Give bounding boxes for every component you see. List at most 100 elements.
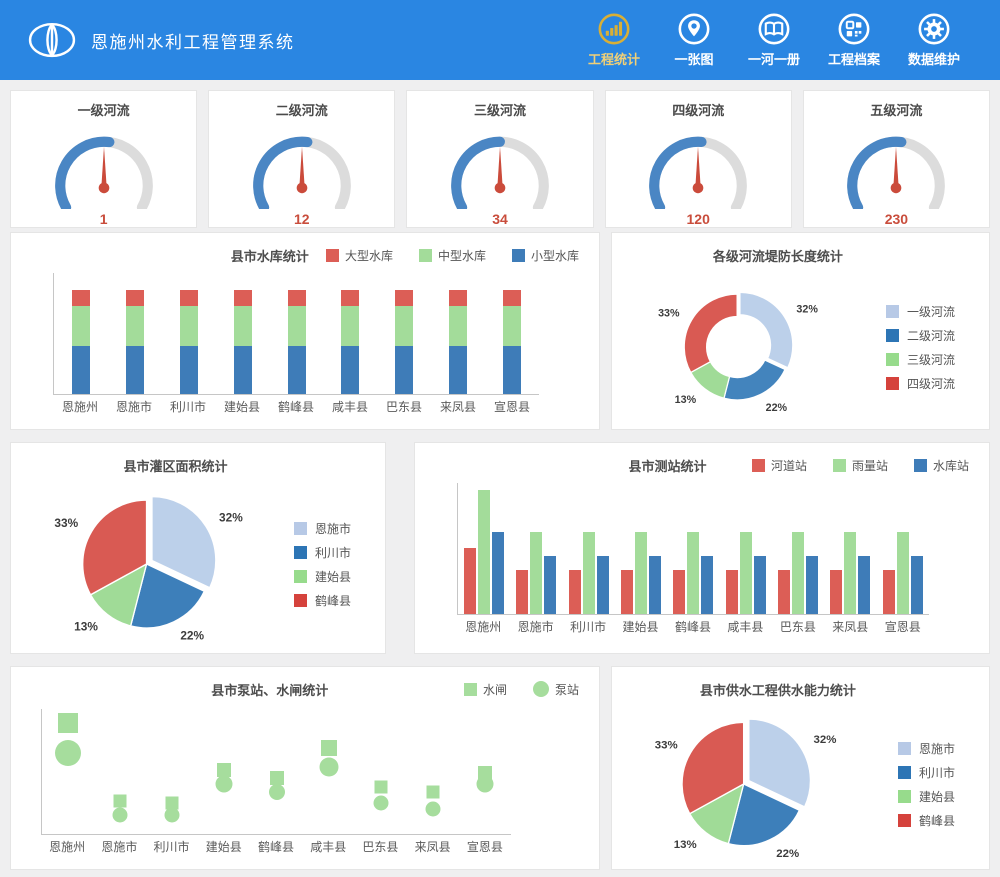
irrigation-area-panel: 县市灌区面积统计 32% 22% 13% 33% 恩施市 利川市 建始县 鹤峰县 bbox=[10, 442, 386, 654]
nav-item-project-archive[interactable]: 工程档案 bbox=[814, 12, 894, 68]
legend-item[interactable]: 雨量站 bbox=[832, 457, 888, 474]
pie-slice bbox=[748, 718, 812, 808]
pie-percent-label: 32% bbox=[219, 511, 243, 525]
x-axis-labels: 恩施州 恩施市 利川市 建始县 鹤峰县 咸丰县 巴东县 来凤县 宣恩县 bbox=[457, 618, 929, 635]
category-column bbox=[667, 531, 719, 614]
nav-item-river-book[interactable]: 一河一册 bbox=[734, 12, 814, 68]
gauge-value: 34 bbox=[492, 211, 508, 227]
bar bbox=[687, 531, 700, 614]
legend-label: 利川市 bbox=[314, 545, 351, 560]
archive-grid-icon bbox=[837, 12, 871, 46]
legend-item[interactable]: 恩施市 bbox=[897, 740, 955, 757]
legend-item[interactable]: 利川市 bbox=[897, 764, 955, 781]
stacked-bar bbox=[395, 290, 414, 394]
legend-item[interactable]: 一级河流 bbox=[885, 303, 955, 320]
nav-item-project-stats[interactable]: 工程统计 bbox=[574, 12, 654, 68]
legend-item[interactable]: 大型水库 bbox=[325, 247, 393, 264]
scatter-point-circle bbox=[112, 807, 128, 823]
x-axis-label: 利川市 bbox=[570, 620, 607, 634]
gauge-value: 120 bbox=[686, 211, 710, 227]
nav-item-data-maintenance[interactable]: 数据维护 bbox=[894, 12, 974, 68]
pie-slice bbox=[739, 291, 794, 369]
x-axis-label: 咸丰县 bbox=[331, 400, 368, 414]
x-axis-label: 来凤县 bbox=[832, 620, 869, 634]
panel-title: 县市泵站、水闸统计 bbox=[211, 682, 329, 698]
nav-item-one-map[interactable]: 一张图 bbox=[654, 12, 734, 68]
category-column bbox=[720, 531, 772, 614]
legend-item[interactable]: 建始县 bbox=[897, 788, 955, 805]
x-axis-label: 鹤峰县 bbox=[674, 620, 711, 634]
scatter-point-circle bbox=[425, 801, 441, 817]
bar-segment bbox=[395, 290, 414, 306]
bar bbox=[516, 570, 529, 614]
legend-swatch bbox=[463, 682, 477, 696]
x-axis-labels: 恩施州 恩施市 利川市 建始县 鹤峰县 咸丰县 巴东县 来凤县 宣恩县 bbox=[53, 398, 539, 415]
bar bbox=[673, 570, 686, 614]
bar-segment bbox=[449, 346, 468, 394]
bar bbox=[806, 556, 819, 614]
legend-swatch bbox=[885, 304, 899, 318]
pie-slice bbox=[151, 495, 217, 589]
legend-swatch bbox=[293, 569, 307, 583]
scatter-point-square bbox=[58, 712, 79, 733]
legend-item[interactable]: 鹤峰县 bbox=[293, 592, 351, 609]
legend-item[interactable]: 小型水库 bbox=[511, 247, 579, 264]
map-pin-icon bbox=[677, 12, 711, 46]
water-supply-panel: 县市供水工程供水能力统计 32% 22% 13% 33% 恩施市 利川市 建始县 鹤峰县 bbox=[611, 666, 990, 870]
x-axis-label: 建始县 bbox=[205, 840, 242, 854]
stacked-bar bbox=[341, 290, 360, 394]
scatter-chart: 恩施州 恩施市 利川市 建始县 鹤峰县 咸丰县 巴东县 来凤县 宣恩县 bbox=[11, 709, 599, 855]
reservoir-stats-panel: 县市水库统计 大型水库 中型水库 小型水库 恩施州 恩施市 利川市 建始县 鹤峰县 咸丰县 巴东… bbox=[10, 232, 600, 430]
gauge-card-river-level-4: 四级河流 120 bbox=[604, 90, 792, 228]
legend-swatch bbox=[897, 765, 911, 779]
pie-percent-label: 22% bbox=[766, 402, 788, 414]
plot-area bbox=[53, 273, 539, 395]
scatter-point-circle bbox=[55, 740, 82, 767]
gauge-value: 230 bbox=[884, 211, 909, 227]
chart-legend: 大型水库 中型水库 小型水库 bbox=[325, 247, 579, 264]
category-column bbox=[377, 290, 431, 394]
legend-item[interactable]: 二级河流 bbox=[885, 327, 955, 344]
bar bbox=[882, 570, 895, 614]
category-column bbox=[563, 531, 615, 614]
scatter-point-square bbox=[374, 780, 388, 794]
x-axis-label: 恩施州 bbox=[61, 400, 98, 414]
category-column bbox=[431, 290, 485, 394]
legend-item[interactable]: 利川市 bbox=[293, 544, 351, 561]
bar bbox=[464, 548, 477, 614]
legend-item[interactable]: 水闸 bbox=[463, 681, 507, 698]
legend-item[interactable]: 水库站 bbox=[913, 457, 969, 474]
legend-item[interactable]: 河道站 bbox=[751, 457, 807, 474]
legend-label: 利川市 bbox=[918, 765, 955, 780]
gauge-card-river-level-5: 五级河流 230 bbox=[802, 90, 990, 228]
bar-segment bbox=[71, 290, 90, 306]
pie-slice bbox=[129, 563, 206, 629]
gauge-row: 一级河流 1 二级河流 12 三级河流 34 四级河流 120 五级河流 230 bbox=[10, 90, 990, 228]
bar bbox=[649, 556, 662, 614]
bar bbox=[753, 556, 766, 614]
legend-item[interactable]: 鹤峰县 bbox=[897, 812, 955, 829]
gauge-chart bbox=[54, 136, 153, 209]
category-column bbox=[54, 290, 108, 394]
pie-slice bbox=[683, 293, 738, 374]
legend-item[interactable]: 建始县 bbox=[293, 568, 351, 585]
legend-item[interactable]: 泵站 bbox=[532, 681, 579, 698]
bar bbox=[844, 531, 857, 614]
pump-gate-panel: 县市泵站、水闸统计 水闸 泵站 恩施州 恩施市 利川市 建始县 鹤峰县 咸丰县 巴东县 来凤县 宣… bbox=[10, 666, 600, 870]
gauge-title: 三级河流 bbox=[473, 103, 526, 118]
bar-segment bbox=[125, 305, 144, 347]
legend-item[interactable]: 三级河流 bbox=[885, 351, 955, 368]
chart-legend: 一级河流二级河流三级河流四级河流 bbox=[885, 303, 955, 392]
legend-item[interactable]: 四级河流 bbox=[885, 375, 955, 392]
legend-swatch bbox=[897, 813, 911, 827]
bar bbox=[701, 556, 714, 614]
panel-title: 县市灌区面积统计 bbox=[123, 458, 228, 474]
pie-slice bbox=[723, 359, 786, 401]
x-axis-label: 利川市 bbox=[169, 400, 206, 414]
legend-item[interactable]: 中型水库 bbox=[418, 247, 486, 264]
app-title: 恩施州水利工程管理系统 bbox=[91, 32, 295, 52]
category-column bbox=[772, 531, 824, 614]
legend-item[interactable]: 恩施市 bbox=[293, 520, 351, 537]
bar-segment bbox=[503, 305, 522, 347]
stacked-bar bbox=[125, 290, 144, 394]
